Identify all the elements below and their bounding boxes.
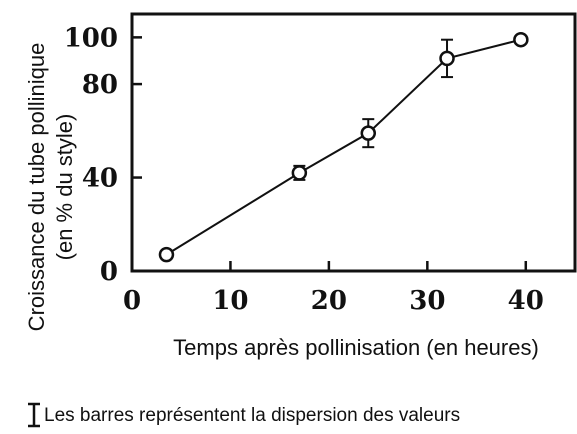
data-point — [513, 31, 529, 48]
x-tick-label: 40 — [508, 286, 544, 316]
error-bar-legend-icon — [28, 402, 40, 428]
x-tick-label: 20 — [311, 286, 347, 316]
y-tick-label: 40 — [82, 164, 118, 194]
y-tick-label: 80 — [82, 70, 118, 100]
x-axis: 0 10 20 30 40 — [123, 261, 544, 316]
x-tick-label: 10 — [212, 286, 248, 316]
y-axis: 0 40 80 100 — [64, 23, 142, 287]
data-point — [360, 125, 377, 141]
error-bar-legend-text: Les barres représentent la dispersion de… — [44, 405, 460, 426]
data-point — [439, 50, 455, 67]
data-series — [158, 31, 529, 263]
x-tick-label: 30 — [409, 286, 445, 316]
y-tick-label: 100 — [64, 23, 118, 53]
y-tick-label: 0 — [100, 257, 118, 287]
data-point — [158, 246, 175, 263]
series-line — [165, 38, 522, 256]
data-point — [291, 165, 308, 181]
plot-frame — [130, 12, 577, 273]
y-axis-title-line1: Croissance du tube pollinique — [24, 43, 49, 332]
x-axis-title: Temps après pollinisation (en heures) — [173, 335, 539, 360]
x-tick-label: 0 — [123, 286, 141, 316]
y-axis-title-line2: (en % du style) — [52, 114, 77, 261]
